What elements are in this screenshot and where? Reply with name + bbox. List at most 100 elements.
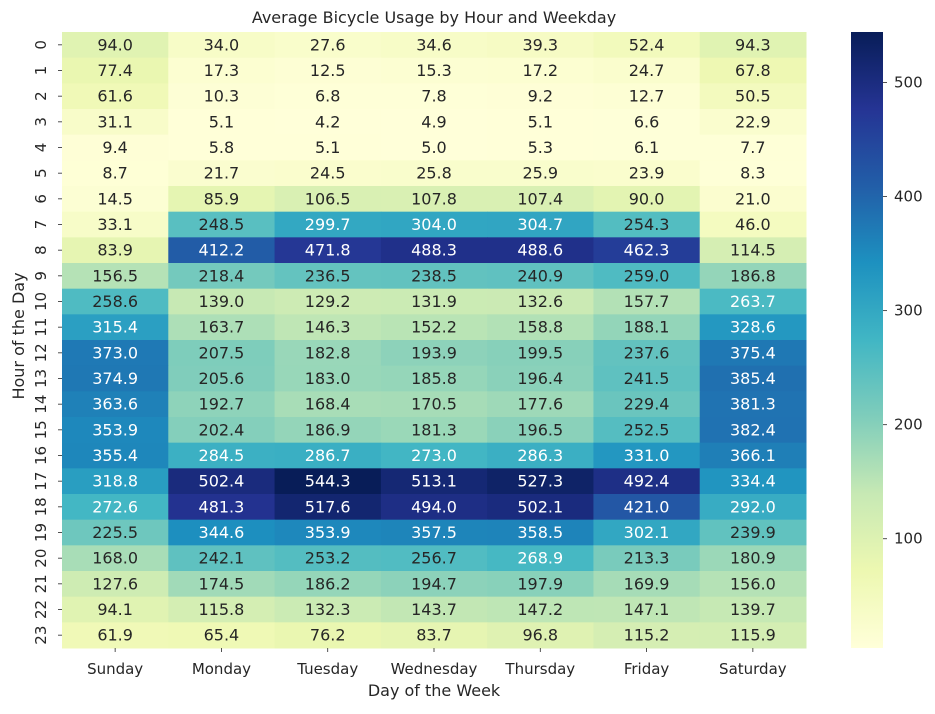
cell-value-label: 527.3 [517,472,563,491]
cell-value-label: 248.5 [199,215,245,234]
cell-value-label: 5.1 [528,112,553,131]
heatmap-cell [593,263,701,290]
heatmap-cell [274,211,382,238]
cell-value-label: 373.0 [92,343,138,362]
heatmap-cell [168,596,276,623]
heatmap-cell [168,314,276,341]
x-tick-label: Sunday [87,660,143,678]
heatmap-cell [274,571,382,598]
heatmap-cell [593,519,701,546]
cell-value-label: 207.5 [199,343,245,362]
cell-value-label: 127.6 [92,574,138,593]
chart-title: Average Bicycle Usage by Hour and Weekda… [252,8,616,27]
colorbar: 100 200 300 400 500 [851,32,923,648]
heatmap-cell [380,288,488,315]
heatmap-cell [62,263,169,290]
heatmap-cell [62,32,169,59]
y-tick-label: 5 [32,168,50,178]
heatmap-cell [699,314,807,341]
heatmap-cell [274,134,382,161]
cell-value-label: 229.4 [624,395,670,414]
heatmap-cell [274,57,382,84]
cell-value-label: 194.7 [411,574,457,593]
x-tick-label: Tuesday [296,660,358,678]
heatmap-cell [380,237,488,264]
cell-value-label: 544.3 [305,472,351,491]
heatmap-cell [487,340,594,367]
heatmap-cell [593,365,701,392]
heatmap-cell [699,391,807,418]
heatmap-cell [62,417,169,444]
cell-value-label: 331.0 [624,446,670,465]
heatmap-cell [62,288,169,315]
y-tick-label: 9 [32,271,50,281]
heatmap-cell [380,32,488,59]
heatmap-cell [380,57,488,84]
heatmap-cell [380,442,488,469]
heatmap-cell [62,134,169,161]
cell-value-label: 132.6 [517,292,563,311]
heatmap-cell [62,211,169,238]
cell-value-label: 292.0 [730,497,776,516]
cell-value-label: 381.3 [730,395,776,414]
heatmap-cell [380,160,488,187]
cell-value-label: 168.0 [92,549,138,568]
heatmap-cell [593,134,701,161]
cell-value-label: 94.1 [97,600,133,619]
y-tick-label: 2 [32,91,50,101]
cell-value-label: 132.3 [305,600,351,619]
heatmap-cell [593,391,701,418]
heatmap-cell [593,109,701,136]
heatmap-cell [62,57,169,84]
heatmap-cell [699,263,807,290]
cell-value-label: 344.6 [199,523,245,542]
x-tick-label: Wednesday [391,660,478,678]
heatmap-cell [168,468,276,495]
cell-value-label: 107.8 [411,189,457,208]
heatmap-cell [62,365,169,392]
cell-value-label: 502.1 [517,497,563,516]
colorbar-tick-label: 100 [894,530,923,548]
y-tick-label: 14 [32,395,50,414]
cell-value-label: 183.0 [305,369,351,388]
heatmap-cell [168,237,276,264]
cell-value-label: 268.9 [517,549,563,568]
cell-value-label: 242.1 [199,549,245,568]
colorbar-tick-label: 500 [894,74,923,92]
cell-value-label: 481.3 [199,497,245,516]
cell-value-label: 237.6 [624,343,670,362]
heatmap-cell [274,314,382,341]
cell-value-label: 9.4 [102,138,127,157]
x-tick-label: Monday [192,660,251,678]
heatmap-cell [593,83,701,110]
heatmap-cell [487,545,594,572]
cell-value-label: 241.5 [624,369,670,388]
heatmap-cell [168,211,276,238]
heatmap-cell [62,340,169,367]
cell-value-label: 6.6 [634,112,659,131]
heatmap-cell [699,596,807,623]
cell-value-label: 6.1 [634,138,659,157]
cell-value-label: 240.9 [517,266,563,285]
heatmap-cell [487,32,594,59]
cell-value-label: 4.9 [421,112,446,131]
heatmap-cell [380,83,488,110]
cell-value-label: 5.1 [315,138,340,157]
cell-value-label: 366.1 [730,446,776,465]
cell-value-label: 259.0 [624,266,670,285]
heatmap-cell [274,596,382,623]
heatmap-cell [699,340,807,367]
cell-value-label: 502.4 [199,472,245,491]
cell-value-label: 188.1 [624,318,670,337]
cell-value-label: 34.6 [416,35,452,54]
cell-value-label: 385.4 [730,369,776,388]
cell-value-label: 139.7 [730,600,776,619]
cell-value-label: 205.6 [199,369,245,388]
cell-value-label: 67.8 [735,61,771,80]
cell-value-label: 462.3 [624,241,670,260]
colorbar-tick-label: 200 [894,416,923,434]
cell-value-label: 196.4 [517,369,563,388]
cell-value-label: 7.7 [740,138,765,157]
cell-value-label: 129.2 [305,292,351,311]
